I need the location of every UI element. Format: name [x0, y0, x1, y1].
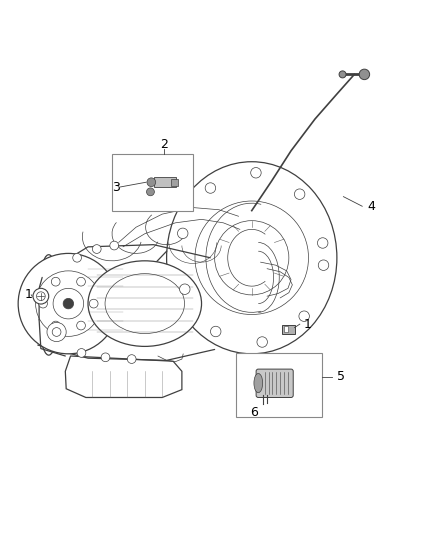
- Circle shape: [177, 228, 188, 239]
- Ellipse shape: [254, 374, 263, 393]
- Circle shape: [53, 288, 84, 319]
- Circle shape: [52, 328, 61, 336]
- Circle shape: [39, 299, 47, 308]
- Circle shape: [51, 277, 60, 286]
- Text: 3: 3: [112, 181, 120, 193]
- Circle shape: [147, 188, 154, 196]
- Ellipse shape: [88, 261, 201, 346]
- Circle shape: [51, 321, 60, 330]
- Circle shape: [77, 277, 85, 286]
- Circle shape: [147, 178, 155, 187]
- Circle shape: [77, 349, 86, 357]
- Bar: [171, 179, 178, 185]
- Circle shape: [89, 299, 98, 308]
- Circle shape: [211, 326, 221, 337]
- Text: 4: 4: [367, 200, 375, 213]
- Circle shape: [101, 353, 110, 362]
- Bar: [284, 326, 288, 332]
- Circle shape: [257, 337, 268, 347]
- Circle shape: [251, 167, 261, 178]
- Circle shape: [294, 189, 305, 199]
- Circle shape: [35, 271, 101, 336]
- Text: 2: 2: [160, 138, 168, 151]
- Bar: [237, 352, 321, 417]
- Circle shape: [215, 221, 289, 295]
- Circle shape: [33, 288, 49, 304]
- Circle shape: [299, 311, 309, 321]
- Ellipse shape: [38, 255, 60, 355]
- Bar: [153, 177, 176, 188]
- Circle shape: [47, 322, 66, 342]
- Circle shape: [36, 292, 45, 301]
- Text: 1: 1: [25, 288, 32, 301]
- Text: 5: 5: [337, 370, 345, 383]
- Text: 6: 6: [250, 406, 258, 419]
- Circle shape: [18, 253, 119, 354]
- Ellipse shape: [166, 161, 337, 354]
- Circle shape: [110, 241, 119, 250]
- Circle shape: [359, 69, 370, 79]
- Circle shape: [318, 238, 328, 248]
- Circle shape: [127, 354, 136, 364]
- Circle shape: [205, 183, 215, 193]
- Circle shape: [180, 284, 190, 294]
- Circle shape: [77, 321, 85, 330]
- Circle shape: [318, 260, 329, 270]
- Polygon shape: [65, 356, 182, 398]
- Circle shape: [92, 245, 101, 253]
- FancyBboxPatch shape: [256, 369, 293, 398]
- Circle shape: [63, 298, 74, 309]
- Bar: [112, 154, 193, 211]
- Circle shape: [339, 71, 346, 78]
- Circle shape: [73, 253, 81, 262]
- Text: 1: 1: [304, 318, 312, 330]
- Bar: [283, 325, 294, 334]
